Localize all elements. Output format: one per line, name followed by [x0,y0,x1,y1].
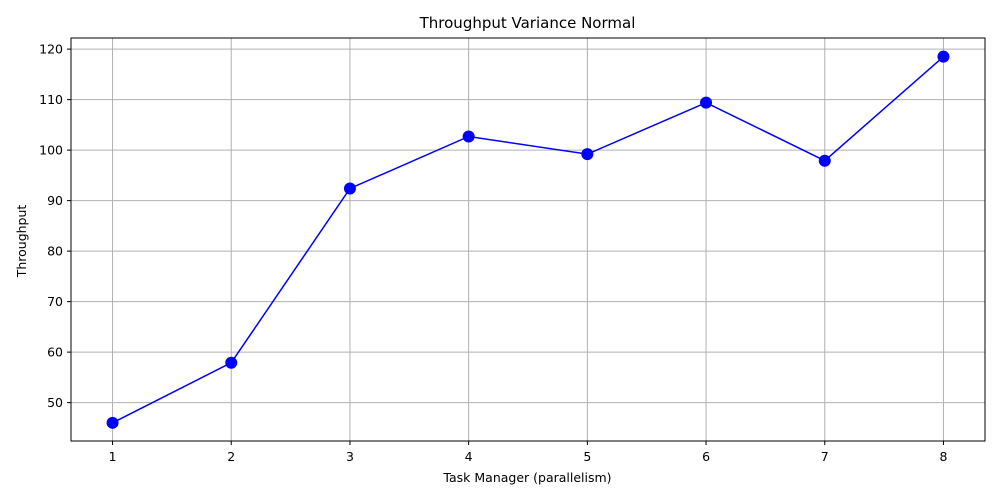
x-tick-label: 2 [227,449,235,464]
data-point[interactable] [937,50,950,63]
y-tick-label: 90 [47,193,63,208]
x-tick-label: 5 [583,449,591,464]
x-tick-label: 4 [465,449,473,464]
y-tick-label: 120 [39,42,63,57]
y-tick-label: 70 [47,294,63,309]
x-tick-label: 7 [821,449,829,464]
axes [70,37,986,442]
data-point[interactable] [581,148,594,161]
data-point[interactable] [700,96,713,109]
x-tick-label: 8 [939,449,947,464]
data-point[interactable] [818,154,831,167]
y-tick-label: 50 [47,395,63,410]
plot-frame [70,37,986,442]
data-point[interactable] [462,130,475,143]
data-point[interactable] [343,182,356,195]
data-point[interactable] [225,356,238,369]
series [106,50,950,429]
y-tick-label: 100 [39,143,63,158]
x-tick-label: 1 [109,449,117,464]
x-axis-label: Task Manager (parallelism) [442,470,611,485]
series-line [112,56,944,424]
x-tick-label: 3 [346,449,354,464]
grid [71,38,985,441]
y-axis-label: Throughput [14,205,29,279]
chart-title: Throughput Variance Normal [419,14,636,32]
y-tick-label: 80 [47,244,63,259]
data-point[interactable] [106,416,119,429]
y-tick-label: 60 [47,345,63,360]
y-tick-label: 110 [39,92,63,107]
x-tick-label: 6 [702,449,710,464]
ticks: 1 2 3 4 5 6 7 8 50 60 70 80 90 100 110 120 [39,42,947,464]
